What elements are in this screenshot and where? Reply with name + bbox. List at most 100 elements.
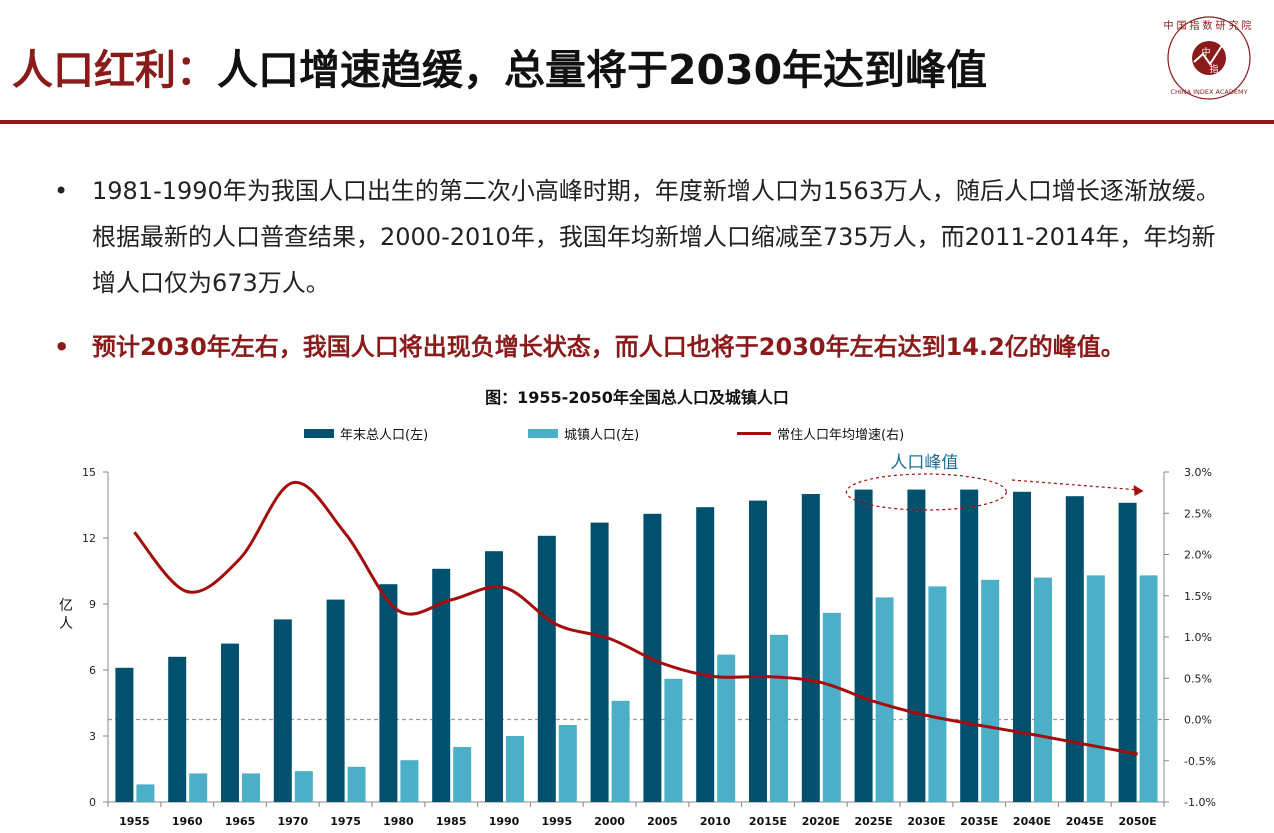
- bar-urban-population: [981, 579, 1000, 802]
- bullet-marker: •: [54, 333, 70, 361]
- title-highlight: 人口红利：: [12, 46, 217, 94]
- x-tick-label: 1985: [436, 815, 467, 828]
- legend-growth: 常住人口年均增速(右): [737, 424, 904, 443]
- legend-swatch-growth: [737, 432, 771, 435]
- x-tick-label: 1975: [330, 815, 361, 828]
- bullet-marker: •: [54, 177, 69, 205]
- x-tick-label: 1990: [489, 815, 520, 828]
- x-tick-label: 1960: [172, 815, 203, 828]
- x-tick-label: 1980: [383, 815, 414, 828]
- x-tick-label: 1965: [225, 815, 256, 828]
- y2-tick-label: 3.0%: [1184, 466, 1212, 479]
- bar-urban-population: [928, 586, 947, 802]
- x-tick-label: 2010: [700, 815, 731, 828]
- bar-urban-population: [664, 678, 683, 802]
- legend-swatch-total: [304, 429, 334, 438]
- bar-total-population: [907, 489, 926, 802]
- bar-total-population: [326, 599, 345, 802]
- x-tick-label: 2020E: [802, 815, 840, 828]
- bar-urban-population: [558, 725, 577, 802]
- x-tick-label: 2050E: [1119, 815, 1157, 828]
- bar-total-population: [696, 507, 715, 802]
- bar-total-population: [115, 667, 134, 802]
- bar-total-population: [1065, 496, 1084, 802]
- x-tick-label: 2015E: [749, 815, 787, 828]
- bar-total-population: [221, 643, 239, 802]
- population-chart: 0 3 6 9 12 15 -1.0% -0.5% 0.0% 0.5% 1.0% 1.5% 2.0% 2.…: [59, 453, 1216, 828]
- bar-total-population: [273, 619, 292, 802]
- bar-total-population: [854, 489, 873, 802]
- logo-arc-text: 中国指数研究院: [1164, 19, 1255, 32]
- x-tick-label: 2025E: [855, 815, 893, 828]
- bar-total-population: [432, 568, 451, 802]
- y2-tick-label: 1.0%: [1184, 631, 1212, 644]
- bar-total-population: [168, 656, 187, 802]
- y-axis-label-char: 亿: [59, 598, 73, 614]
- legend-urban: 城镇人口(左): [528, 424, 639, 443]
- y-tick-label: 15: [82, 466, 96, 479]
- x-tick-label: 1970: [277, 815, 308, 828]
- chart-title: 图：1955-2050年全国总人口及城镇人口: [485, 388, 789, 407]
- logo-char-top: 中: [1201, 46, 1210, 58]
- bar-urban-population: [347, 766, 366, 802]
- y-tick-label: 3: [89, 730, 96, 743]
- x-tick-label: 2030E: [907, 815, 945, 828]
- bar-total-population: [379, 584, 398, 802]
- bar-total-population: [749, 500, 767, 802]
- bullet-list: • 1981-1990年为我国人口出生的第二次小高峰时期，年度新增人口为1563…: [52, 168, 1232, 370]
- bar-total-population: [1118, 502, 1137, 802]
- bar-urban-population: [717, 654, 736, 802]
- bar-urban-population: [506, 736, 524, 802]
- page-title: 人口红利：人口增速趋缓，总量将于2030年达到峰值: [12, 36, 987, 96]
- x-tick-label: 2005: [647, 815, 678, 828]
- y-tick-label: 6: [89, 664, 96, 677]
- bar-total-population: [590, 522, 609, 802]
- bar-urban-population: [1086, 575, 1105, 802]
- y2-tick-label: -1.0%: [1184, 796, 1216, 809]
- x-tick-label: 1995: [541, 815, 572, 828]
- bar-urban-population: [770, 634, 788, 802]
- legend-label: 城镇人口(左): [564, 428, 640, 443]
- bullet-item: • 1981-1990年为我国人口出生的第二次小高峰时期，年度新增人口为1563…: [52, 168, 1232, 306]
- trend-arrow-line: [1011, 479, 1140, 491]
- legend-total: 年末总人口(左): [304, 424, 428, 443]
- bar-urban-population: [136, 784, 155, 802]
- x-tick-label: 2000: [594, 815, 625, 828]
- legend-label: 常住人口年均增速(右): [777, 428, 905, 443]
- bar-urban-population: [189, 773, 208, 802]
- y2-tick-label: 2.0%: [1184, 549, 1212, 562]
- y2-tick-label: 0.0%: [1184, 714, 1212, 727]
- bar-urban-population: [1139, 575, 1158, 802]
- bar-urban-population: [294, 771, 313, 802]
- bar-total-population: [485, 551, 503, 802]
- bar-urban-population: [453, 747, 472, 802]
- x-tick-label: 2035E: [960, 815, 998, 828]
- bullet-text: 预计2030年左右，我国人口将出现负增长状态，而人口也将于2030年左右达到14…: [92, 333, 1125, 361]
- logo-english: CHINA INDEX ACADEMY: [1170, 88, 1247, 96]
- bar-urban-population: [400, 760, 419, 802]
- bar-urban-population: [242, 773, 260, 802]
- peak-annotation-label: 人口峰值: [890, 453, 958, 473]
- y2-tick-label: 0.5%: [1184, 672, 1212, 685]
- y-tick-label: 9: [89, 598, 96, 611]
- china-index-academy-logo: 中 指 中国指数研究院 CHINA INDEX ACADEMY: [1164, 16, 1255, 100]
- bar-urban-population: [875, 597, 894, 802]
- y2-tick-label: 2.5%: [1184, 507, 1212, 520]
- title-divider: [0, 120, 1274, 124]
- y2-tick-label: 1.5%: [1184, 590, 1212, 603]
- title-main: 人口增速趋缓，总量将于2030年达到峰值: [217, 46, 988, 94]
- bar-urban-population: [822, 612, 841, 802]
- bar-total-population: [960, 489, 979, 802]
- bullet-item-highlight: • 预计2030年左右，我国人口将出现负增长状态，而人口也将于2030年左右达到…: [52, 324, 1232, 370]
- bullet-text: 1981-1990年为我国人口出生的第二次小高峰时期，年度新增人口为1563万人…: [92, 177, 1220, 297]
- chart-legend: 年末总人口(左) 城镇人口(左) 常住人口年均增速(右): [0, 424, 1274, 444]
- x-tick-label: 1955: [119, 815, 150, 828]
- bar-total-population: [801, 494, 820, 802]
- legend-label: 年末总人口(左): [340, 428, 429, 443]
- x-tick-label: 2040E: [1013, 815, 1051, 828]
- peak-highlight-ellipse: [845, 473, 1008, 511]
- legend-swatch-urban: [528, 429, 558, 438]
- x-tick-label: 2045E: [1066, 815, 1104, 828]
- bar-urban-population: [611, 700, 630, 802]
- y-tick-label: 12: [82, 532, 96, 545]
